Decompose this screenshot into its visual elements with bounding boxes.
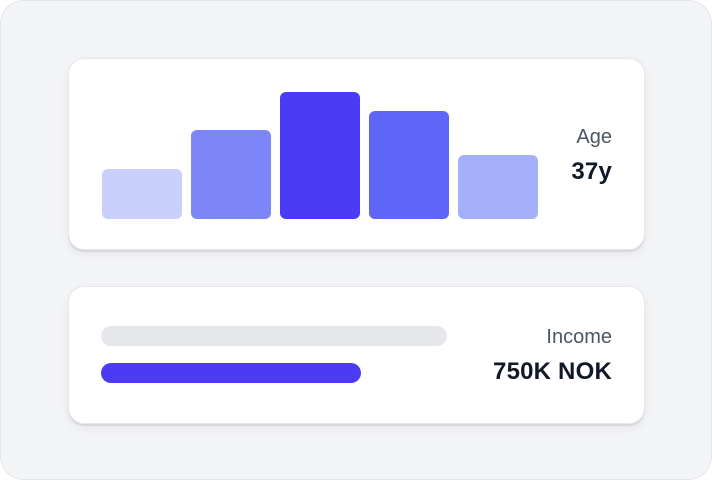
income-stat: Income 750K NOK: [493, 325, 612, 387]
age-label: Age: [576, 126, 612, 148]
income-bar: [101, 363, 361, 383]
age-histogram-bar: [369, 111, 449, 219]
age-histogram-bar: [458, 155, 538, 219]
income-value: 750K NOK: [493, 358, 612, 385]
income-label: Income: [546, 326, 612, 348]
age-histogram-bar: [280, 92, 360, 219]
age-value: 37y: [571, 158, 612, 185]
age-card: Age 37y: [68, 58, 645, 250]
age-histogram-bar: [102, 169, 182, 219]
age-histogram-bar: [191, 130, 271, 219]
income-card: Income 750K NOK: [68, 286, 645, 424]
age-histogram: [102, 92, 538, 219]
age-stat: Age 37y: [571, 125, 612, 187]
income-track: [101, 326, 447, 346]
